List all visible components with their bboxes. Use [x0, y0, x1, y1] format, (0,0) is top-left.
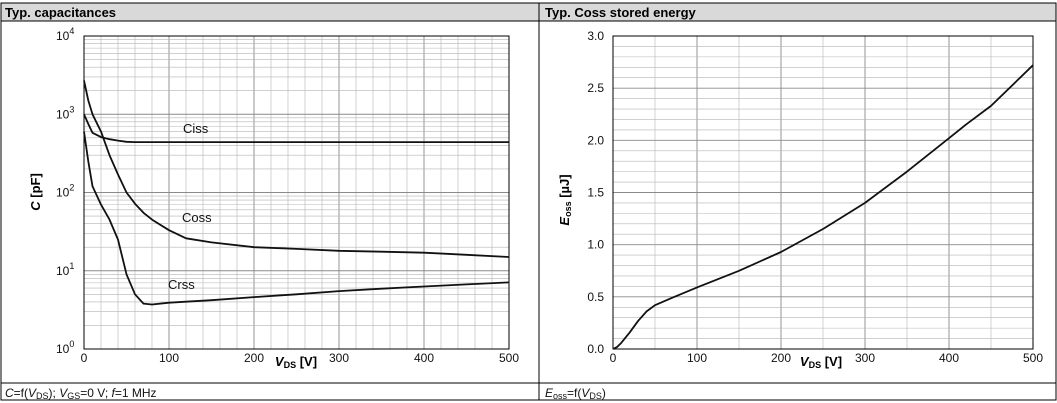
x-tick-label: 100 [159, 351, 179, 365]
capacitance-plot-frame [83, 35, 510, 350]
x-tick-label: 0 [81, 351, 88, 365]
series-line-coss [83, 80, 510, 258]
crss-curve-label: Crss [168, 277, 195, 292]
capacitance-x-axis-label: VDS [V] [275, 354, 317, 370]
x-tick-label: 500 [1023, 351, 1043, 365]
energy-x-axis-label: VDS [V] [800, 354, 842, 370]
x-tick-label: 400 [414, 351, 434, 365]
left-panel-title: Typ. capacitances [5, 5, 116, 20]
y-tick-label: 101 [56, 261, 74, 278]
x-tick-label: 300 [329, 351, 349, 365]
coss-curve-label: Coss [182, 210, 212, 225]
y-tick-label: 104 [56, 26, 74, 43]
x-tick-label: 300 [855, 351, 875, 365]
x-tick-label: 200 [244, 351, 264, 365]
capacitance-grid [84, 36, 509, 349]
energy-series [612, 64, 1034, 350]
energy-y-ticks: 0.0 0.5 1.0 1.5 2.0 2.5 3.0 [587, 29, 604, 356]
capacitance-y-axis-label: C [pF] [28, 173, 43, 211]
capacitance-series [83, 80, 510, 306]
x-tick-label: 200 [771, 351, 791, 365]
energy-y-axis-label: Eoss [µJ] [557, 174, 573, 225]
y-tick-label: 100 [56, 339, 74, 356]
y-tick-label: 3.0 [587, 29, 604, 43]
y-tick-label: 1.5 [587, 186, 604, 200]
energy-grid [613, 36, 1033, 349]
y-tick-label: 1.0 [587, 238, 604, 252]
y-tick-label: 0.0 [587, 342, 604, 356]
y-tick-label: 0.5 [587, 290, 604, 304]
series-line-ciss [83, 113, 509, 143]
capacitance-chart: 0 100 200 300 400 500 100 101 102 103 104 Ciss Co… [28, 26, 519, 370]
y-tick-label: 102 [56, 183, 74, 200]
ciss-curve-label: Ciss [183, 121, 209, 136]
series-line-crss [83, 131, 510, 306]
y-tick-label: 2.0 [587, 133, 604, 147]
right-panel-title: Typ. Coss stored energy [545, 5, 697, 20]
y-tick-label: 103 [56, 104, 74, 121]
x-tick-label: 0 [610, 351, 617, 365]
x-tick-label: 400 [939, 351, 959, 365]
energy-chart: 0 100 200 300 400 500 0.0 0.5 1.0 1.5 2.0 2.5 3.0 E… [557, 29, 1043, 370]
energy-plot-frame [612, 35, 1034, 350]
energy-x-ticks: 0 100 200 300 400 500 [610, 351, 1044, 365]
left-panel-footer: C=f(VDS); VGS=0 V; f=1 MHz [5, 386, 157, 401]
capacitance-y-ticks: 100 101 102 103 104 [56, 26, 74, 356]
capacitance-x-ticks: 0 100 200 300 400 500 [81, 351, 520, 365]
x-tick-label: 100 [687, 351, 707, 365]
series-line-eoss [612, 64, 1034, 350]
y-tick-label: 2.5 [587, 81, 604, 95]
header-bar [1, 3, 1056, 21]
right-panel-footer: Eoss=f(VDS) [545, 386, 606, 401]
x-tick-label: 500 [499, 351, 519, 365]
